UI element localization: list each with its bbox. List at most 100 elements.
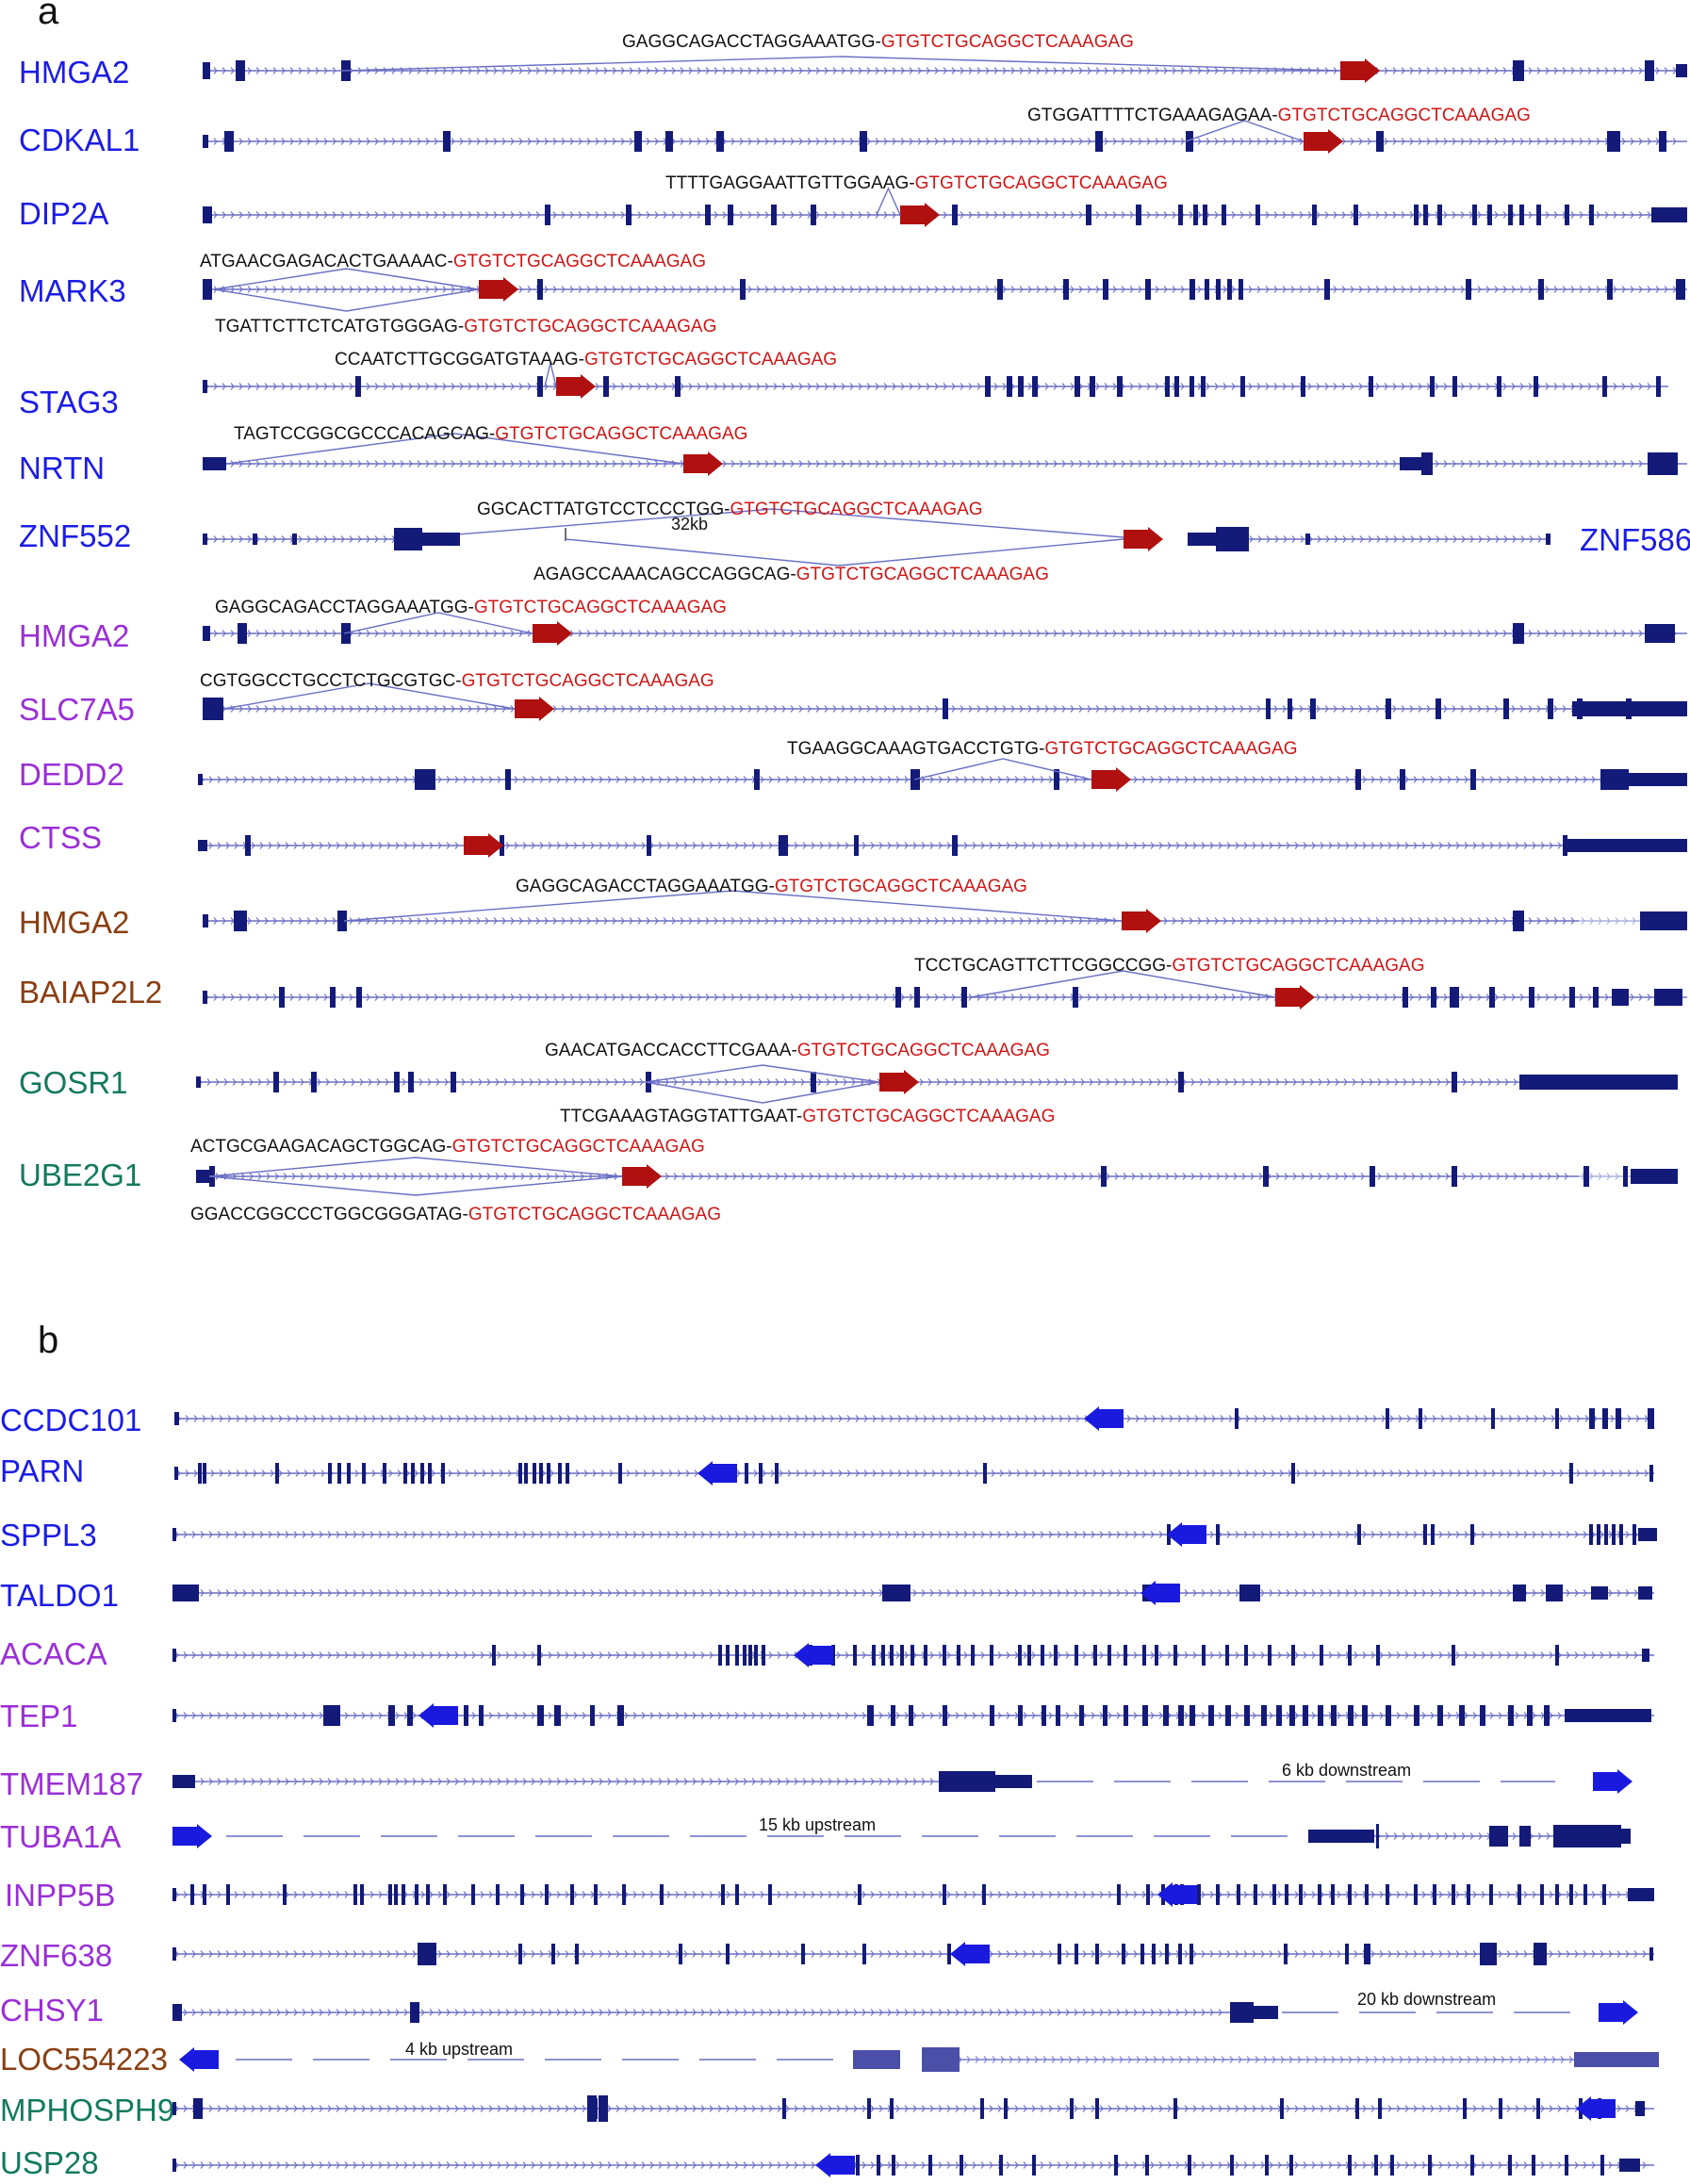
gene-row-taldo1: TALDO1 — [0, 1578, 1654, 1613]
exon — [1583, 1166, 1589, 1187]
intron-chevrons — [205, 993, 1677, 1001]
exon — [1386, 1408, 1389, 1429]
exon — [1602, 1408, 1608, 1429]
exon — [539, 1463, 543, 1484]
exon — [407, 1705, 413, 1726]
exon — [1122, 1944, 1125, 1964]
exon — [1649, 1947, 1653, 1961]
exon — [867, 2098, 871, 2119]
exon — [1589, 1408, 1595, 1429]
exon — [1519, 1826, 1531, 1847]
exon — [952, 205, 958, 225]
exon — [1431, 1524, 1435, 1545]
exon — [355, 376, 361, 397]
exon — [203, 457, 226, 470]
exon — [983, 1463, 987, 1484]
exon — [1651, 207, 1687, 222]
exon — [1173, 2098, 1177, 2119]
exon — [1178, 1705, 1184, 1726]
sequence-upstream: GTGGATTTTCTGAAAGAGAA- — [1027, 106, 1278, 125]
exon — [172, 2159, 176, 2172]
panel-b-letter: b — [38, 1320, 58, 1361]
sequence-upstream: GAGGCAGACCTAGGAAATGG- — [215, 598, 474, 617]
exon — [1513, 623, 1524, 644]
exon — [1374, 2155, 1378, 2176]
fusion-arrow-red — [479, 277, 518, 302]
exon — [634, 131, 642, 152]
exon — [524, 1463, 528, 1484]
fusion-arrow-blue — [794, 1643, 833, 1667]
exon — [1086, 205, 1091, 225]
gene-label: TMEM187 — [0, 1766, 143, 1801]
exon — [860, 131, 867, 152]
exon — [1565, 839, 1687, 852]
exon — [768, 1884, 772, 1905]
exon — [1555, 1884, 1559, 1905]
exon — [1188, 2155, 1191, 2176]
exon — [471, 1884, 475, 1905]
exon — [1058, 1944, 1061, 1964]
exon — [1452, 1166, 1457, 1187]
exon — [1497, 376, 1501, 397]
exon — [872, 1645, 876, 1666]
gene-label: HMGA2 — [19, 905, 129, 940]
exon — [1565, 205, 1569, 225]
exon — [1301, 376, 1305, 397]
exon — [1173, 1645, 1177, 1666]
exon — [1261, 1705, 1267, 1726]
exon — [174, 1412, 179, 1425]
exon — [1555, 1645, 1559, 1666]
exon — [518, 1944, 522, 1964]
exon — [1607, 279, 1613, 300]
gene-label: GOSR1 — [19, 1065, 128, 1100]
exon — [172, 1649, 176, 1662]
exon — [196, 1170, 209, 1183]
splice-junction — [544, 362, 557, 387]
gene-row-znf638: ZNF638 — [0, 1938, 1654, 1973]
exon — [660, 1884, 664, 1905]
exon — [1188, 533, 1216, 546]
exon — [718, 1645, 722, 1666]
fusion-arrow-red — [533, 621, 572, 646]
exon — [971, 1645, 975, 1666]
exon — [957, 1645, 960, 1666]
exon — [1414, 205, 1419, 225]
exon — [943, 1645, 946, 1666]
exon — [726, 1944, 730, 1964]
exon — [275, 1463, 279, 1484]
exon — [198, 840, 207, 851]
gene-row-tep1: TEP1 — [0, 1699, 1654, 1733]
exon — [856, 2155, 860, 2176]
junction-sequence: TGAAGGCAAAGTGACCTGTG-GTGTCTGCAGGCTCAAAGA… — [787, 739, 1298, 759]
exon — [1519, 1075, 1678, 1090]
exon — [618, 1463, 622, 1484]
exon — [323, 1705, 340, 1726]
splice-junction — [208, 1157, 623, 1177]
exon — [740, 279, 746, 300]
exon — [1431, 987, 1436, 1008]
fusion-arrow-blue — [172, 1824, 212, 1848]
exon — [1075, 376, 1080, 397]
exon — [330, 987, 336, 1008]
exon — [1508, 2155, 1512, 2176]
gene-row-mphosph9: MPHOSPH9 — [0, 2093, 1654, 2127]
exon — [1423, 1524, 1427, 1545]
exon — [1203, 205, 1207, 225]
sequence-upstream: ACTGCGAAGACAGCTGGCAG- — [190, 1137, 452, 1157]
panel-a-letter: a — [38, 0, 59, 32]
exon — [1090, 376, 1095, 397]
exon — [952, 835, 958, 856]
exon — [1589, 1524, 1593, 1545]
panel-b: CCDC101 PARN SPPL3 TALDO1 ACACA TEP1 TMEM187 6 … — [0, 1403, 1659, 2180]
distance-label: 32kb — [671, 515, 708, 534]
exon — [566, 1463, 569, 1484]
exon — [1645, 60, 1654, 81]
exon — [1101, 1166, 1107, 1187]
exon — [203, 380, 207, 393]
gene-label: DEDD2 — [19, 757, 124, 792]
exon — [587, 2095, 597, 2122]
exon — [545, 205, 550, 225]
exon — [994, 1775, 1032, 1788]
exon — [1487, 205, 1492, 225]
exon — [1095, 1944, 1099, 1964]
